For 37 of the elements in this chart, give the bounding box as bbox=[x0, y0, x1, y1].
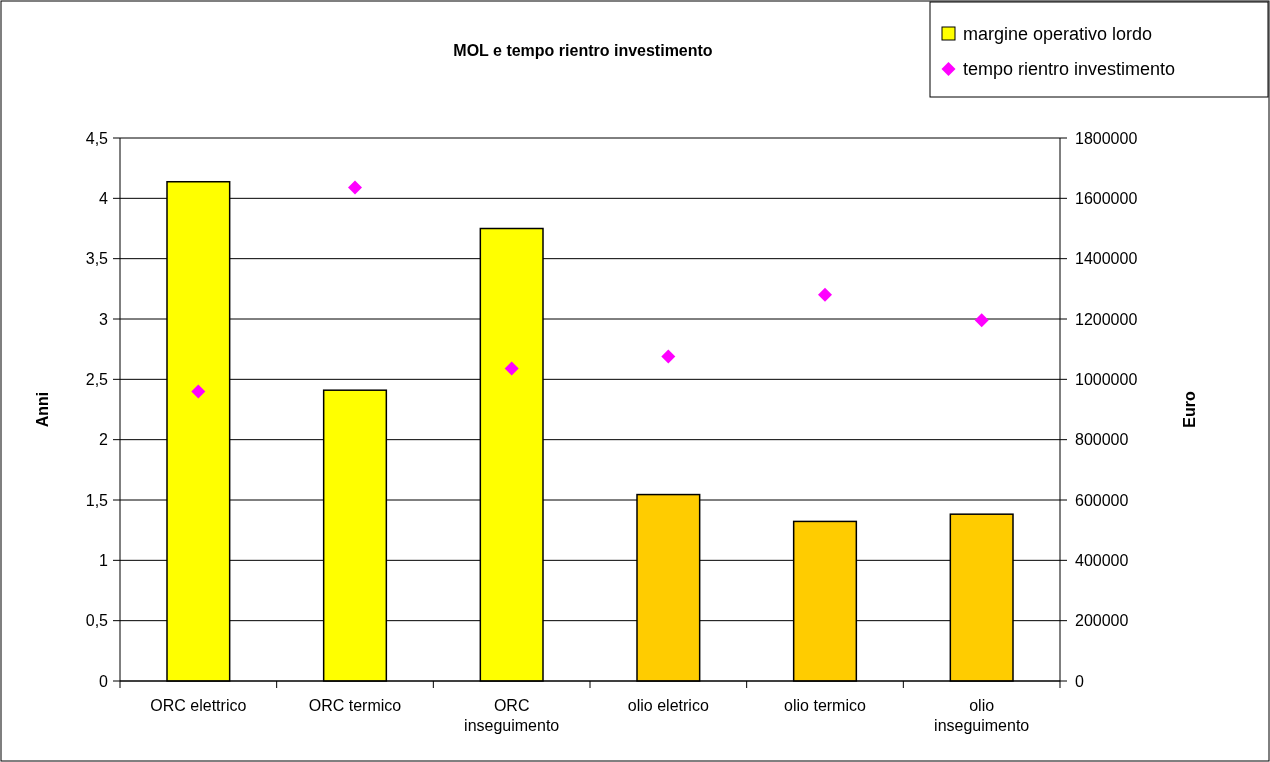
y2-tick-label: 1400000 bbox=[1075, 250, 1138, 268]
x-tick-label: ORC elettrico bbox=[150, 697, 247, 714]
y2-tick-label: 0 bbox=[1075, 672, 1084, 690]
point bbox=[974, 313, 989, 328]
point bbox=[818, 287, 832, 302]
y2-axis-title: Euro bbox=[1181, 391, 1198, 428]
y-tick-label: 2 bbox=[99, 431, 109, 449]
y-tick-label: 1,5 bbox=[85, 491, 109, 509]
y2-tick-label: 800000 bbox=[1075, 431, 1129, 449]
y2-tick-label: 200000 bbox=[1075, 612, 1129, 630]
y2-tick-label: 1200000 bbox=[1075, 310, 1138, 328]
y-tick-label: 2,5 bbox=[85, 370, 109, 388]
x-tick-label: olio inseguimento bbox=[934, 697, 1030, 734]
y2-tick-label: 1800000 bbox=[1075, 129, 1138, 147]
y-tick-label: 4,5 bbox=[85, 129, 109, 147]
y-axis-title: Anni bbox=[34, 391, 51, 428]
legend-label: tempo rientro investimento bbox=[963, 59, 1176, 80]
y2-tick-label: 1000000 bbox=[1075, 370, 1138, 388]
chart-title: MOL e tempo rientro investimento bbox=[453, 42, 713, 59]
y-tick-label: 0 bbox=[99, 672, 109, 690]
x-tick-label: ORC termico bbox=[308, 697, 402, 714]
point bbox=[191, 384, 206, 399]
legend-label: margine operativo lordo bbox=[963, 24, 1153, 45]
y-tick-label: 4 bbox=[99, 189, 109, 207]
point bbox=[348, 180, 362, 195]
y-tick-label: 0,5 bbox=[85, 612, 109, 630]
point bbox=[504, 361, 519, 376]
y-tick-label: 1 bbox=[99, 551, 109, 569]
y2-tick-label: 600000 bbox=[1075, 491, 1129, 509]
point bbox=[661, 349, 676, 364]
y2-tick-label: 1600000 bbox=[1075, 189, 1138, 207]
y-tick-label: 3 bbox=[99, 310, 109, 328]
x-tick-label: ORC inseguimento bbox=[464, 697, 560, 734]
y2-tick-label: 400000 bbox=[1075, 551, 1129, 569]
x-tick-label: olio eletrico bbox=[627, 697, 709, 714]
x-tick-label: olio termico bbox=[784, 697, 866, 714]
y-tick-label: 3,5 bbox=[85, 250, 109, 268]
